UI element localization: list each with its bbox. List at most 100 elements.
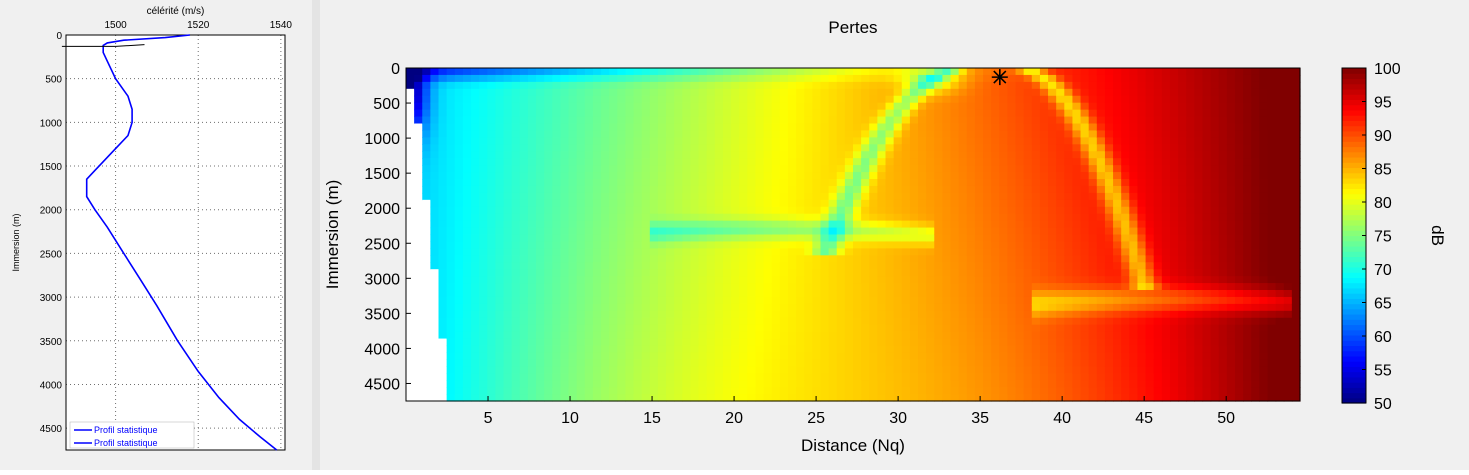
heatmap-cell [877,179,886,187]
heatmap-cell [463,117,472,125]
heatmap-cell [625,380,634,388]
heatmap-cell [1113,165,1122,173]
heatmap-cell [1154,262,1163,270]
heatmap-cell [772,346,781,354]
heatmap-cell [479,130,488,138]
heatmap-cell [780,82,789,90]
heatmap-cell [991,235,1000,243]
heatmap-cell [707,269,716,277]
heatmap-cell [723,346,732,354]
heatmap-cell [1202,214,1211,222]
heatmap-cell [877,332,886,340]
heatmap-cell [1016,318,1025,326]
heatmap-cell [422,103,431,111]
heatmap-cell [690,117,699,125]
heatmap-cell [414,193,423,201]
heatmap-cell [666,96,675,104]
heatmap-cell [536,214,545,222]
heatmap-cell [487,346,496,354]
heatmap-cell [829,318,838,326]
heatmap-cell [1113,221,1122,229]
heatmap-cell [772,394,781,402]
heatmap-cell [1202,269,1211,277]
heatmap-cell [707,221,716,229]
heatmap-cell [504,214,513,222]
heatmap-cell [682,151,691,159]
heatmap-cell [902,200,911,208]
heatmap-cell [1064,352,1073,360]
heatmap-cell [617,137,626,145]
heatmap-cell [1064,325,1073,333]
heatmap-cell [585,394,594,402]
heatmap-cell [1202,380,1211,388]
heatmap-cell [983,269,992,277]
heatmap-cell [455,373,464,381]
heatmap-cell [1081,200,1090,208]
heatmap-cell [788,158,797,166]
heatmap-cell [1137,221,1146,229]
heatmap-cell [1202,130,1211,138]
heatmap-cell [1227,352,1236,360]
heatmap-cell [1040,346,1049,354]
heatmap-cell [853,82,862,90]
heatmap-cell [528,235,537,243]
heatmap-cell [593,373,602,381]
heatmap-cell [536,124,545,132]
heatmap-cell [837,89,846,97]
heatmap-cell [975,137,984,145]
heatmap-cell [577,311,586,319]
heatmap-cell [422,304,431,312]
heatmap-cell [1081,151,1090,159]
heatmap-cell [1170,332,1179,340]
heatmap-cell [804,207,813,215]
heatmap-cell [487,366,496,374]
heatmap-cell [674,283,683,291]
heatmap-cell [755,394,764,402]
heatmap-cell [1105,332,1114,340]
heatmap-cell [634,269,643,277]
heatmap-cell [886,137,895,145]
heatmap-cell [780,137,789,145]
heatmap-cell [658,137,667,145]
heatmap-cell [983,89,992,97]
heatmap-cell [512,366,521,374]
heatmap-cell [1072,193,1081,201]
heatmap-cell [552,96,561,104]
heatmap-cell [536,318,545,326]
heatmap-cell [674,103,683,111]
heatmap-cell [528,110,537,118]
heatmap-cell [479,283,488,291]
heatmap-cell [739,346,748,354]
heatmap-cell [861,346,870,354]
heatmap-cell [772,297,781,305]
heatmap-cell [1064,235,1073,243]
heatmap-cell [699,172,708,180]
heatmap-cell [1194,373,1203,381]
heatmap-cell [1016,89,1025,97]
heatmap-cell [845,352,854,360]
heatmap-cell [1048,207,1057,215]
heatmap-cell [1089,179,1098,187]
heatmap-cell [601,124,610,132]
heatmap-cell [934,290,943,298]
heatmap-cell [804,117,813,125]
heatmap-cell [764,283,773,291]
heatmap-cell [455,290,464,298]
heatmap-cell [1235,186,1244,194]
heatmap-cell [1048,96,1057,104]
heatmap-cell [1032,186,1041,194]
heatmap-cell [861,179,870,187]
heatmap-cell [1178,200,1187,208]
heatmap-cell [1040,241,1049,249]
heatmap-cell [934,89,943,97]
heatmap-cell [536,248,545,256]
heatmap-cell [1186,255,1195,263]
heatmap-cell [951,179,960,187]
heatmap-cell [666,214,675,222]
heatmap-cell [747,318,756,326]
heatmap-cell [1129,137,1138,145]
heatmap-cell [967,318,976,326]
panel-divider[interactable] [312,0,320,470]
heatmap-cell [520,311,529,319]
heatmap-cell [1089,172,1098,180]
